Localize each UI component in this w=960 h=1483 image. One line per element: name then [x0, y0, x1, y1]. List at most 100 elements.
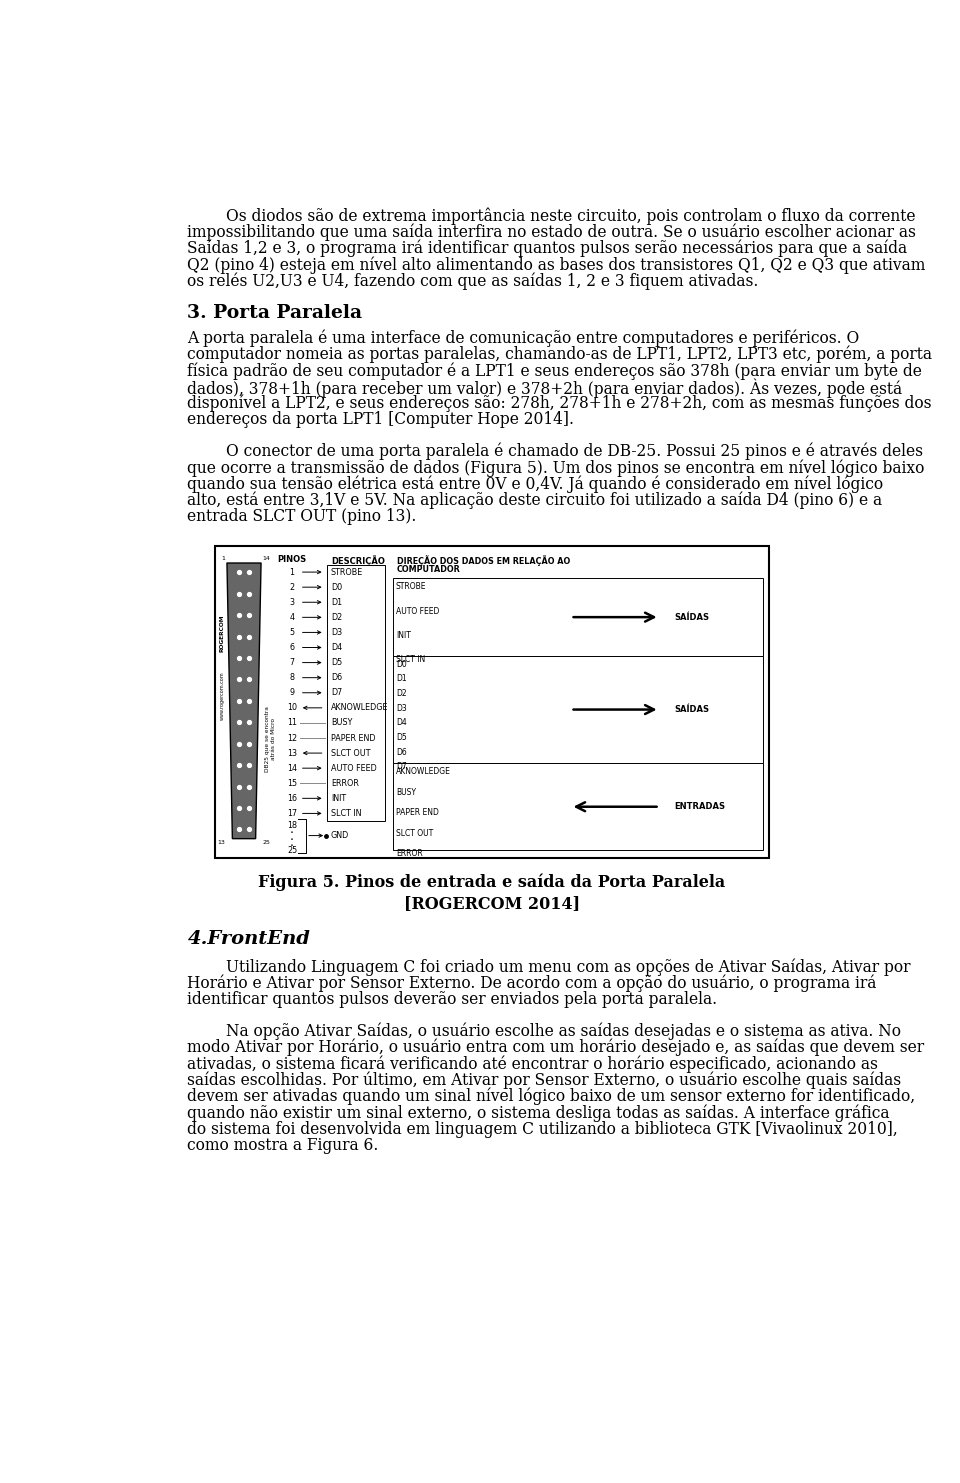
Text: 3. Porta Paralela: 3. Porta Paralela [187, 304, 363, 322]
Text: ROGERCOM: ROGERCOM [220, 614, 225, 653]
Text: 4: 4 [290, 612, 295, 621]
Text: PAPER END: PAPER END [331, 734, 375, 743]
Text: D6: D6 [331, 673, 342, 682]
Text: 11: 11 [287, 718, 297, 728]
Text: impossibilitando que uma saída interfira no estado de outra. Se o usuário escolh: impossibilitando que uma saída interfira… [187, 224, 916, 242]
Text: D3: D3 [396, 704, 407, 713]
Text: 25: 25 [287, 847, 298, 856]
Text: STROBE: STROBE [396, 583, 426, 592]
Text: endereços da porta LPT1 [Computer Hope 2014].: endereços da porta LPT1 [Computer Hope 2… [187, 411, 574, 429]
Text: identificar quantos pulsos deverão ser enviados pela porta paralela.: identificar quantos pulsos deverão ser e… [187, 991, 717, 1008]
Text: 9: 9 [290, 688, 295, 697]
Text: D1: D1 [396, 675, 406, 684]
Text: BUSY: BUSY [331, 718, 352, 728]
Text: AUTO FEED: AUTO FEED [396, 607, 440, 615]
Text: Q2 (pino 4) esteja em nível alto alimentando as bases dos transistores Q1, Q2 e : Q2 (pino 4) esteja em nível alto aliment… [187, 257, 925, 274]
Text: 7: 7 [290, 658, 295, 667]
Text: os relés U2,U3 e U4, fazendo com que as saídas 1, 2 e 3 fiquem ativadas.: os relés U2,U3 e U4, fazendo com que as … [187, 273, 758, 291]
Bar [327, 565, 385, 822]
Text: DB25 que se encontra
atrás do Micro: DB25 que se encontra atrás do Micro [265, 706, 276, 773]
Text: 8: 8 [290, 673, 295, 682]
Text: saídas escolhidas. Por último, em Ativar por Sensor Externo, o usuário escolhe q: saídas escolhidas. Por último, em Ativar… [187, 1072, 901, 1089]
Text: SLCT IN: SLCT IN [331, 808, 361, 819]
Text: DESCRIÇÃO: DESCRIÇÃO [331, 555, 385, 567]
Text: ⋅: ⋅ [290, 828, 294, 841]
Bar [393, 655, 763, 764]
Text: 13: 13 [287, 749, 297, 758]
Text: INIT: INIT [331, 793, 346, 802]
Text: ⋅: ⋅ [290, 833, 294, 847]
Text: [ROGERCOM 2014]: [ROGERCOM 2014] [404, 896, 580, 912]
Text: SAÍDAS: SAÍDAS [674, 612, 709, 621]
Text: D3: D3 [331, 627, 342, 636]
Text: D0: D0 [331, 583, 342, 592]
Text: D0: D0 [396, 660, 407, 669]
Text: 5: 5 [290, 627, 295, 636]
Text: Saídas 1,2 e 3, o programa irá identificar quantos pulsos serão necessários para: Saídas 1,2 e 3, o programa irá identific… [187, 240, 907, 258]
Text: modo Ativar por Horário, o usuário entra com um horário desejado e, as saídas qu: modo Ativar por Horário, o usuário entra… [187, 1040, 924, 1056]
Text: 1: 1 [290, 568, 295, 577]
Text: 13: 13 [218, 841, 226, 845]
Text: O conector de uma porta paralela é chamado de DB-25. Possui 25 pinos e é através: O conector de uma porta paralela é chama… [227, 443, 924, 460]
Text: física padrão de seu computador é a LPT1 e seus endereços são 378h (para enviar : física padrão de seu computador é a LPT1… [187, 362, 923, 380]
Text: como mostra a Figura 6.: como mostra a Figura 6. [187, 1137, 379, 1154]
Text: do sistema foi desenvolvida em linguagem C utilizando a biblioteca GTK [Vivaolin: do sistema foi desenvolvida em linguagem… [187, 1121, 899, 1137]
Text: 15: 15 [287, 779, 297, 787]
Text: 2: 2 [290, 583, 295, 592]
Text: 10: 10 [287, 703, 297, 712]
Text: BUSY: BUSY [396, 787, 416, 796]
Text: 12: 12 [287, 734, 297, 743]
Text: 14: 14 [263, 556, 271, 562]
Text: AUTO FEED: AUTO FEED [331, 764, 376, 773]
Text: SLCT IN: SLCT IN [396, 655, 425, 664]
Text: quando sua tensão elétrica está entre 0V e 0,4V. Já quando é considerado em níve: quando sua tensão elétrica está entre 0V… [187, 476, 883, 492]
Text: ativadas, o sistema ficará verificando até encontrar o horário especificado, aci: ativadas, o sistema ficará verificando a… [187, 1056, 878, 1072]
Text: D7: D7 [331, 688, 342, 697]
Text: GND: GND [331, 830, 349, 839]
Text: 4.FrontEnd: 4.FrontEnd [187, 930, 310, 948]
Text: A porta paralela é uma interface de comunicação entre computadores e periféricos: A porta paralela é uma interface de comu… [187, 329, 859, 347]
Text: AKNOWLEDGE: AKNOWLEDGE [331, 703, 388, 712]
Text: Os diodos são de extrema importância neste circuito, pois controlam o fluxo da c: Os diodos são de extrema importância nes… [227, 208, 916, 225]
Bar [393, 764, 763, 850]
Bar [393, 578, 763, 655]
Text: 16: 16 [287, 793, 297, 802]
Text: Utilizando Linguagem C foi criado um menu com as opções de Ativar Saídas, Ativar: Utilizando Linguagem C foi criado um men… [227, 958, 911, 976]
Text: alto, está entre 3,1V e 5V. Na aplicação deste circuito foi utilizado a saída D4: alto, está entre 3,1V e 5V. Na aplicação… [187, 492, 882, 509]
Text: D6: D6 [396, 747, 407, 756]
Text: SLCT OUT: SLCT OUT [396, 829, 433, 838]
Text: 18: 18 [287, 822, 297, 830]
Text: D5: D5 [331, 658, 342, 667]
Text: 6: 6 [290, 644, 295, 653]
Text: D5: D5 [396, 733, 407, 742]
Text: dados), 378+1h (para receber um valor) e 378+2h (para enviar dados). Às vezes, p: dados), 378+1h (para receber um valor) e… [187, 378, 902, 397]
Text: quando não existir um sinal externo, o sistema desliga todas as saídas. A interf: quando não existir um sinal externo, o s… [187, 1105, 890, 1121]
Text: PINOS: PINOS [277, 555, 306, 565]
Text: ENTRADAS: ENTRADAS [674, 802, 726, 811]
Text: ⋅: ⋅ [290, 839, 294, 853]
Text: que ocorre a transmissão de dados (Figura 5). Um dos pinos se encontra em nível : que ocorre a transmissão de dados (Figur… [187, 460, 924, 476]
Text: Horário e Ativar por Sensor Externo. De acordo com a opção do usuário, o program: Horário e Ativar por Sensor Externo. De … [187, 974, 876, 992]
Polygon shape [227, 564, 261, 839]
Text: Na opção Ativar Saídas, o usuário escolhe as saídas desejadas e o sistema as ati: Na opção Ativar Saídas, o usuário escolh… [227, 1023, 901, 1040]
Text: D2: D2 [396, 690, 406, 698]
Text: SLCT OUT: SLCT OUT [331, 749, 371, 758]
Text: Figura 5. Pinos de entrada e saída da Porta Paralela: Figura 5. Pinos de entrada e saída da Po… [258, 873, 726, 891]
Text: entrada SLCT OUT (pino 13).: entrada SLCT OUT (pino 13). [187, 509, 417, 525]
Text: 14: 14 [287, 764, 297, 773]
Text: www.rogercom.com: www.rogercom.com [220, 672, 225, 721]
Text: DIREÇÃO DOS DADOS EM RELAÇÃO AO: DIREÇÃO DOS DADOS EM RELAÇÃO AO [396, 555, 570, 567]
Text: 17: 17 [287, 808, 297, 819]
Text: ERROR: ERROR [396, 850, 422, 859]
Bar [214, 546, 770, 859]
Text: AKNOWLEDGE: AKNOWLEDGE [396, 767, 451, 776]
Text: INIT: INIT [396, 630, 411, 639]
Text: SAÍDAS: SAÍDAS [674, 704, 709, 713]
Text: STROBE: STROBE [331, 568, 363, 577]
Text: D2: D2 [331, 612, 342, 621]
Text: disponível a LPT2, e seus endereços são: 278h, 278+1h e 278+2h, com as mesmas fu: disponível a LPT2, e seus endereços são:… [187, 394, 932, 412]
Text: PAPER END: PAPER END [396, 808, 439, 817]
Text: D4: D4 [396, 718, 407, 728]
Text: 1: 1 [222, 556, 226, 562]
Text: ERROR: ERROR [331, 779, 359, 787]
